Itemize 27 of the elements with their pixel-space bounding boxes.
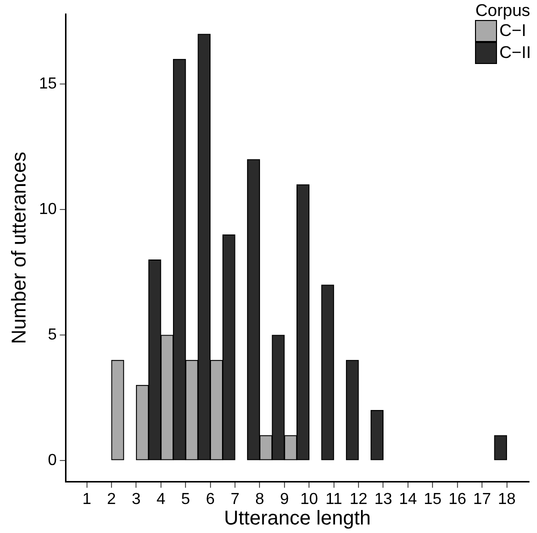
x-tick-label: 15 — [424, 490, 442, 508]
x-tick-label: 2 — [107, 490, 116, 508]
legend-title: Corpus — [475, 1, 531, 20]
x-tick-label: 4 — [156, 490, 166, 508]
legend-label: C−II — [499, 43, 531, 62]
x-tick-label: 9 — [280, 490, 289, 508]
x-tick-label: 11 — [326, 490, 342, 508]
x-tick-label: 6 — [206, 490, 215, 508]
legend-label: C−I — [499, 21, 526, 40]
x-axis-title: Utterance length — [224, 508, 371, 530]
y-tick-label: 15 — [39, 76, 57, 93]
x-tick-label: 12 — [350, 490, 368, 508]
x-tick-label: 7 — [230, 490, 240, 508]
y-tick-label: 0 — [48, 452, 57, 469]
x-tick-label: 13 — [374, 490, 392, 508]
x-tick-label: 8 — [255, 490, 264, 508]
y-tick-label: 10 — [39, 201, 57, 218]
x-tick-label: 18 — [498, 490, 516, 508]
x-tick-label: 16 — [448, 490, 466, 508]
x-tick-label: 17 — [473, 490, 492, 508]
x-tick-label: 3 — [132, 490, 141, 508]
x-tick-label: 10 — [300, 490, 318, 508]
x-tick-label: 5 — [181, 490, 190, 508]
x-tick-label: 1 — [82, 490, 92, 508]
x-tick-label: 14 — [399, 490, 417, 508]
y-axis-title: Number of utterances — [8, 152, 31, 344]
y-tick-label: 5 — [48, 326, 57, 344]
